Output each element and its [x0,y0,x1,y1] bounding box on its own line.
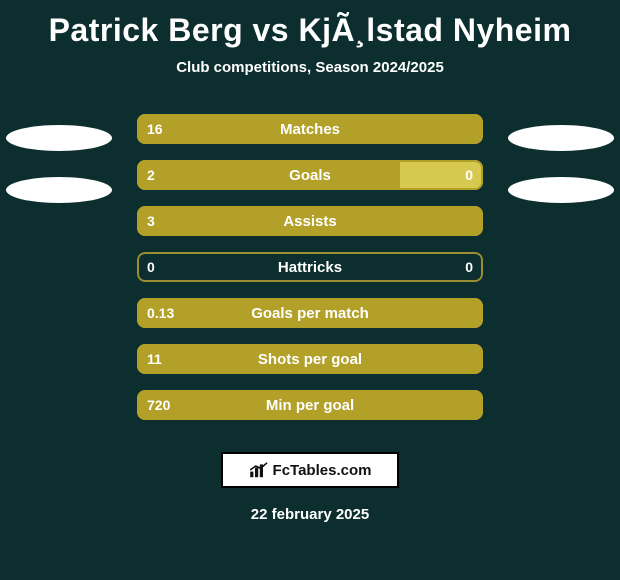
stat-row: Matches16 [0,106,620,152]
stat-row: Hattricks0 0 [0,244,620,290]
stat-bar-track: Min per goal720 [137,390,483,420]
page-title: Patrick Berg vs KjÃ¸lstad Nyheim [0,0,620,49]
player1-bar [137,114,483,144]
logo-text: FcTables.com [273,462,372,479]
stat-bar-track: Goals per match0.13 [137,298,483,328]
player1-bar [137,160,400,190]
stat-row: Min per goal720 [0,382,620,428]
stat-label: Hattricks [137,259,483,276]
subtitle: Club competitions, Season 2024/2025 [0,59,620,76]
stat-row: Shots per goal11 [0,336,620,382]
stat-row: Goals per match0.13 [0,290,620,336]
player1-value: 0.13 [147,305,174,321]
stat-bar-track: Shots per goal11 [137,344,483,374]
date: 22 february 2025 [0,506,620,523]
stat-bar-track: Goals20 [137,160,483,190]
player1-value: 2 [147,167,155,183]
stat-row: Assists3 [0,198,620,244]
stat-bar-track: Assists3 [137,206,483,236]
player1-bar [137,390,483,420]
stat-row: Goals20 [0,152,620,198]
logo-box: FcTables.com [221,452,399,488]
stat-bar-track: Matches16 [137,114,483,144]
player1-value: 16 [147,121,163,137]
player1-value: 0 [147,259,155,275]
player1-bar [137,298,483,328]
player1-bar [137,206,483,236]
player1-bar [137,344,483,374]
stat-bar-track: Hattricks0 0 [137,252,483,282]
player1-value: 11 [147,351,162,367]
stats-rows: Matches16Goals20Assists3Hattricks00Goals… [0,106,620,428]
player1-value: 720 [147,397,170,413]
player1-value: 3 [147,213,155,229]
bar-outline [137,252,483,282]
player2-value: 0 [465,167,473,183]
player2-value: 0 [465,259,473,275]
bar-chart-icon [249,462,269,478]
